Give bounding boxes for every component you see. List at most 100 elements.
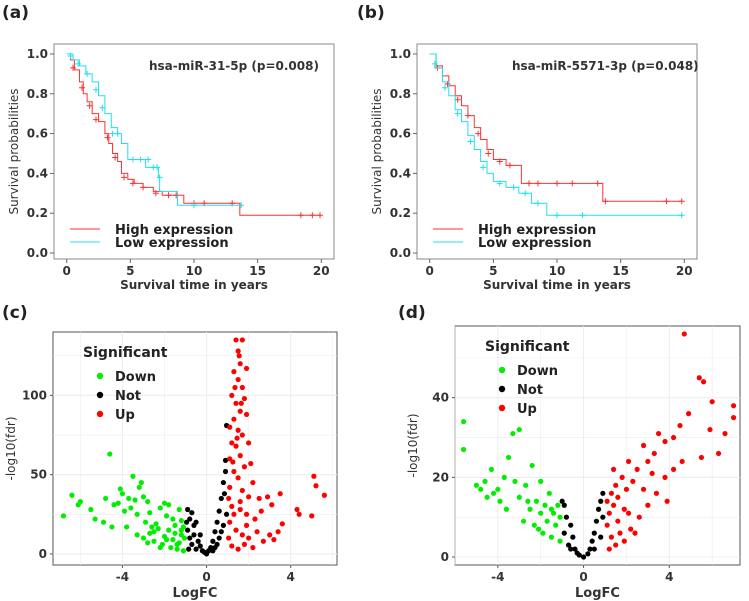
- point-not: [587, 546, 593, 552]
- point-up: [256, 495, 262, 502]
- point-up: [235, 348, 241, 354]
- censor-mark: [79, 84, 85, 91]
- censor-mark: [93, 86, 99, 93]
- point-up: [617, 530, 623, 536]
- point-up: [294, 506, 300, 513]
- legend-dot-not: [498, 385, 506, 393]
- point-down: [178, 527, 184, 533]
- point-up: [608, 490, 615, 496]
- point-up: [267, 532, 273, 538]
- point-not: [216, 535, 222, 541]
- y-axis-title: Survival probabilities: [370, 88, 384, 214]
- survival-curve-high: [429, 53, 682, 202]
- point-down: [126, 495, 132, 502]
- point-up: [258, 508, 264, 514]
- point-up: [243, 365, 250, 372]
- point-not: [563, 514, 570, 520]
- point-up: [645, 458, 651, 465]
- point-up: [623, 486, 630, 492]
- y-tick-label: 0.4: [27, 166, 48, 180]
- censor-mark: [121, 174, 127, 181]
- point-down: [60, 513, 67, 519]
- point-up: [239, 337, 245, 343]
- point-up: [246, 440, 252, 446]
- point-up: [239, 532, 245, 538]
- censor-mark: [129, 156, 136, 163]
- point-up: [311, 473, 317, 479]
- point-up: [264, 494, 271, 500]
- point-up: [236, 353, 242, 359]
- point-down: [172, 530, 178, 536]
- point-down: [168, 544, 174, 551]
- y-tick-label: 0.0: [27, 246, 48, 260]
- censor-mark: [663, 198, 670, 205]
- y-axis-title: -log10(fdr): [406, 413, 420, 477]
- y-axis-title: Survival probabilities: [7, 88, 21, 214]
- censor-mark: [165, 192, 172, 199]
- point-down: [550, 510, 557, 516]
- point-down: [151, 538, 157, 544]
- point-not: [589, 538, 595, 544]
- point-not: [576, 552, 582, 558]
- y-axis-title: -log10(fdr): [4, 416, 18, 480]
- censor-mark: [475, 130, 482, 137]
- point-up: [231, 468, 237, 475]
- point-up: [277, 491, 283, 497]
- point-up: [237, 408, 243, 414]
- point-down: [69, 492, 75, 498]
- x-tick-label: 4: [665, 570, 673, 584]
- x-tick-label: 0: [426, 264, 434, 278]
- annotation-pvalue: hsa-miR-5571-3p (p=0.048): [512, 59, 699, 73]
- censor-mark: [485, 150, 492, 157]
- point-down: [121, 508, 128, 514]
- point-down: [503, 506, 510, 512]
- censor-mark: [569, 180, 576, 187]
- y-tick-label: 1.0: [27, 47, 48, 61]
- x-tick-label: 4: [287, 570, 295, 584]
- censor-mark: [309, 212, 316, 219]
- censor-mark: [112, 154, 119, 161]
- censor-mark: [594, 180, 601, 187]
- legend-dot-down: [96, 372, 104, 380]
- point-not: [598, 498, 604, 504]
- point-not: [185, 506, 191, 513]
- x-tick-label: 0: [63, 264, 71, 278]
- x-tick-label: 5: [489, 264, 497, 278]
- censor-mark: [297, 212, 304, 219]
- censor-mark: [109, 130, 116, 137]
- point-not: [210, 538, 216, 544]
- x-tick-label: 0: [202, 570, 210, 584]
- censor-mark: [431, 60, 438, 67]
- point-up: [730, 415, 737, 421]
- point-not: [598, 534, 604, 540]
- censor-mark: [154, 164, 161, 171]
- point-down: [107, 451, 113, 457]
- point-not: [183, 519, 190, 525]
- survival-plot-b: 0 5 10 15 20 0.0 0.2 0.4 0.6 0.8 1.0 Survival time …: [370, 43, 699, 292]
- point-down: [488, 466, 495, 472]
- point-up: [279, 521, 285, 527]
- point-not: [222, 468, 229, 475]
- point-up: [613, 542, 619, 548]
- censor-mark: [191, 202, 197, 209]
- x-axis-title: LogFC: [575, 586, 620, 601]
- y-tick-label: 0: [441, 550, 449, 564]
- point-up: [722, 430, 728, 437]
- point-down: [178, 518, 184, 524]
- point-not: [572, 546, 578, 552]
- point-up: [621, 506, 627, 512]
- point-down: [538, 510, 544, 516]
- point-up: [640, 442, 647, 449]
- y-tick-label: 1.0: [390, 47, 411, 61]
- point-down: [102, 495, 109, 502]
- point-not: [585, 551, 591, 557]
- point-down: [460, 446, 467, 453]
- censor-mark: [114, 130, 121, 137]
- point-down: [510, 430, 516, 437]
- point-up: [615, 518, 621, 524]
- point-down: [124, 524, 130, 530]
- point-up: [226, 535, 232, 541]
- point-down: [128, 505, 134, 511]
- point-up: [252, 516, 258, 522]
- point-down: [557, 514, 563, 520]
